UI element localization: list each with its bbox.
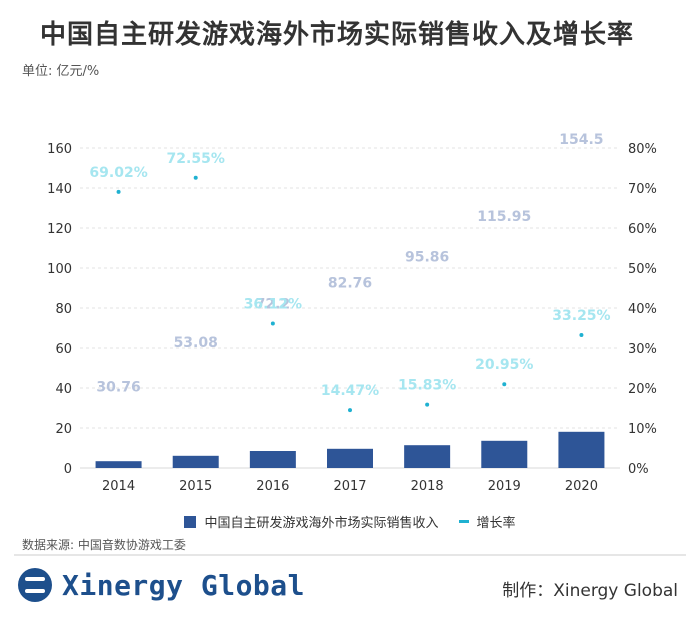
rate-value-label: 14.47% (321, 383, 379, 399)
y-left-tick-label: 60 (55, 342, 72, 357)
data-source: 数据来源: 中国音数协游戏工委 (22, 538, 186, 552)
bar (172, 455, 219, 468)
x-tick-label: 2020 (565, 479, 598, 494)
logo-text: Xinergy Global (62, 568, 306, 602)
xinergy-logo-icon (18, 568, 52, 602)
y-right-tick-label: 20% (628, 382, 657, 397)
legend-line-swatch (458, 520, 469, 523)
chart-title: 中国自主研发游戏海外市场实际销售收入及增长率 (40, 20, 635, 50)
x-tick-label: 2015 (179, 479, 212, 494)
bar-value-label: 30.76 (96, 379, 140, 395)
bar-value-label: 53.08 (174, 335, 218, 351)
rate-marker (116, 189, 121, 194)
rate-markers (116, 175, 584, 413)
rate-marker (193, 175, 198, 180)
bar (327, 448, 373, 468)
bar-series (95, 431, 605, 468)
legend-growth-label: 增长率 (476, 516, 516, 531)
y-right-tick-label: 30% (628, 342, 657, 357)
rate-marker (425, 402, 430, 407)
bar-value-label: 115.95 (477, 209, 531, 225)
legend-revenue-label: 中国自主研发游戏海外市场实际销售收入 (204, 516, 439, 531)
rate-value-label: 69.02% (89, 165, 147, 181)
bar (95, 461, 142, 468)
x-axis: 2014 2015 2016 2017 2018 2019 2020 (102, 479, 598, 494)
rate-marker (270, 321, 275, 326)
unit-label: 单位: 亿元/% (22, 64, 100, 79)
y-axis-left: 0 20 40 60 80 100 120 140 160 (47, 142, 72, 477)
x-tick-label: 2014 (102, 479, 135, 494)
credit-text: 制作：Xinergy Global (502, 581, 678, 601)
bar (404, 445, 451, 468)
footer-divider (14, 554, 686, 556)
y-left-tick-label: 80 (55, 302, 72, 317)
y-right-tick-label: 70% (628, 182, 657, 197)
rate-marker (502, 382, 507, 387)
rate-labels: 69.02% 72.55% 36.12% 14.47% 15.83% 20.95% 33.2… (89, 151, 610, 399)
y-right-tick-label: 40% (628, 302, 657, 317)
rate-value-label: 33.25% (552, 308, 610, 324)
legend-item-growth: 增长率 (458, 512, 516, 531)
brand-logo: Xinergy Global (18, 568, 305, 602)
y-right-tick-label: 60% (628, 222, 657, 237)
y-left-tick-label: 120 (47, 222, 72, 237)
bar (481, 440, 528, 468)
y-right-tick-label: 10% (628, 422, 657, 437)
rate-marker (579, 333, 584, 337)
x-tick-label: 2016 (256, 479, 289, 494)
legend-bar-swatch (184, 515, 197, 528)
legend-item-revenue: 中国自主研发游戏海外市场实际销售收入 (184, 512, 439, 531)
grid-layer (80, 147, 620, 469)
bar-value-label: 95.86 (405, 249, 449, 265)
y-left-tick-label: 100 (47, 262, 72, 277)
bar-labels: 30.76 53.08 72.2 82.76 95.86 115.95 154.5 (96, 132, 603, 395)
rate-marker (348, 408, 352, 413)
y-right-tick-label: 0% (628, 462, 649, 477)
bar (249, 451, 296, 468)
y-left-tick-label: 160 (47, 142, 72, 157)
x-tick-label: 2018 (411, 479, 444, 494)
y-left-tick-label: 40 (55, 382, 72, 397)
y-left-tick-label: 0 (64, 462, 72, 477)
bar-value-label: 82.76 (328, 275, 372, 291)
y-axis-right: 0% 10% 20% 30% 40% 50% 60% 70% 80% (628, 142, 657, 477)
x-tick-label: 2019 (488, 479, 521, 494)
bar-value-label: 72.2 (256, 297, 291, 313)
rate-value-label: 20.95% (475, 357, 533, 373)
y-right-tick-label: 80% (628, 142, 657, 157)
bar-value-label: 154.5 (559, 132, 603, 148)
rate-value-label: 72.55% (167, 151, 225, 167)
combo-chart: 0 20 40 60 80 100 120 140 160 0% 10% 20% 30% 40% 50% 6… (47, 132, 657, 494)
y-left-tick-label: 20 (55, 422, 72, 437)
x-tick-label: 2017 (333, 479, 366, 494)
rate-value-label: 15.83% (398, 378, 456, 394)
rate-value-label: 36.12% (244, 297, 302, 313)
y-left-tick-label: 140 (47, 182, 72, 197)
chart-legend: 中国自主研发游戏海外市场实际销售收入 增长率 (0, 512, 700, 531)
bar (558, 431, 605, 468)
y-right-tick-label: 50% (628, 262, 657, 277)
